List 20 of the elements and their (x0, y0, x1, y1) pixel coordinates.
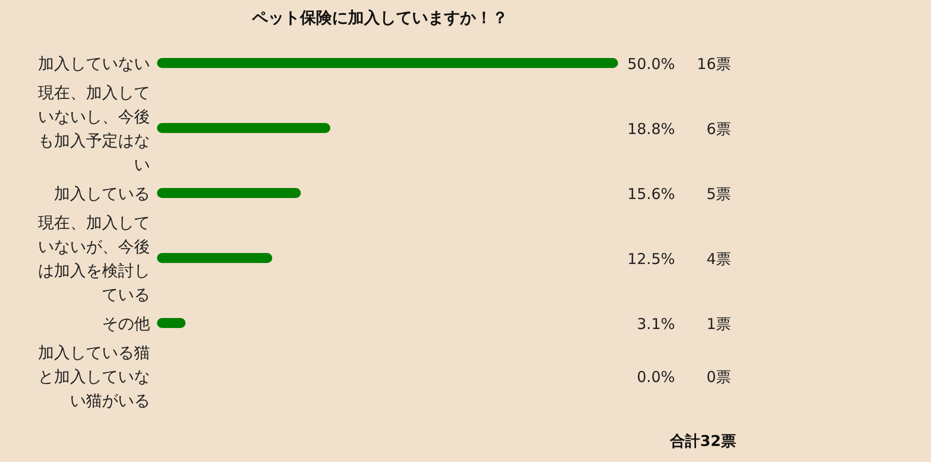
value-label: 3.1% (636, 315, 675, 333)
category-label: 現在、加入していないし、今後も加入予定はない (38, 83, 150, 174)
value-label: 50.0% (627, 55, 675, 73)
category-label: 加入している猫と加入していない猫がいる (38, 343, 150, 410)
title: ペット保険に加入していますか！？ (252, 8, 508, 27)
value-label: 18.8% (627, 120, 675, 138)
annotation: 4票 (706, 250, 731, 268)
category-label: 加入している (54, 184, 150, 203)
annotation: 16票 (696, 55, 731, 73)
annotation: 1票 (706, 315, 731, 333)
annotation: 5票 (706, 185, 731, 203)
value-label: 0.0% (636, 368, 675, 386)
annotation: 6票 (706, 120, 731, 138)
category-label: 加入していない (38, 54, 150, 73)
value-label: 12.5% (627, 250, 675, 268)
category-label: その他 (102, 314, 150, 333)
annotation: 合計32票 (670, 432, 736, 450)
annotation: 0票 (706, 368, 731, 386)
category-label: 現在、加入していないが、今後は加入を検討している (38, 213, 150, 304)
value-label: 15.6% (627, 185, 675, 203)
